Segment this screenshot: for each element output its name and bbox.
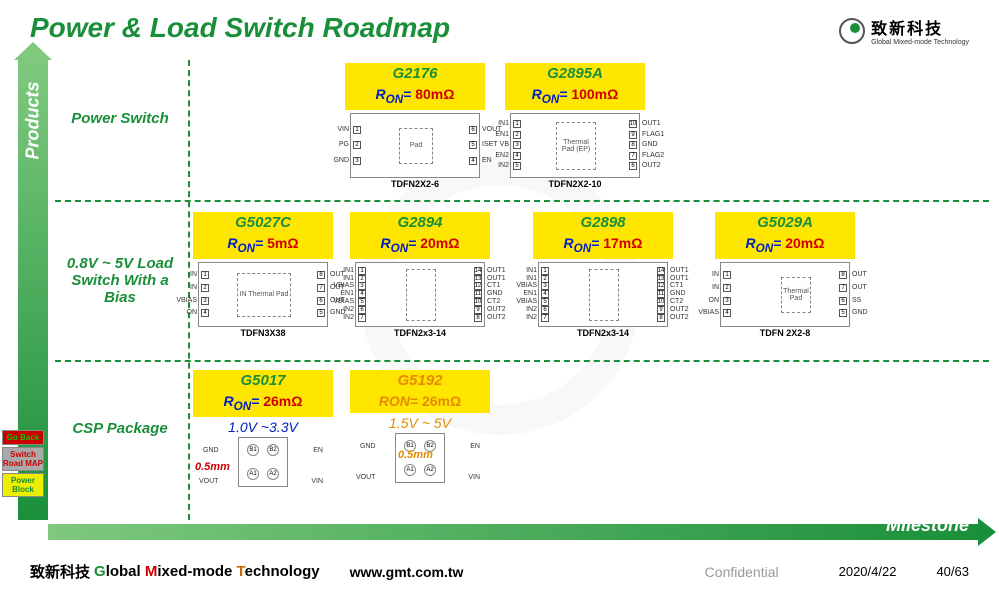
company-logo: 致新科技 Global Mixed-mode Technology [839, 15, 969, 46]
chip-package: TDFN 2X2-8 [715, 328, 855, 338]
footer-page: 40/63 [936, 564, 969, 579]
slide-title: Power & Load Switch Roadmap [30, 12, 450, 44]
footer-company: Global Mixed-mode Technology [94, 563, 320, 580]
chip-diagram: IN Thermal Pad 1IN2IN3VBIAS4ON8OUT7OUT6O… [198, 262, 328, 327]
grid-hline-2 [55, 360, 989, 362]
power-block-button[interactable]: Power Block [2, 473, 44, 497]
product-ron: RON= 100mΩ [505, 84, 645, 110]
product-g5017: G5017 RON= 26mΩ 1.0V ~3.3V B1 B2 A1 A2 G… [193, 370, 333, 489]
product-g2895a: G2895A RON= 100mΩ Thermal Pad (EP) 1IN12… [505, 63, 645, 189]
logo-en: Global Mixed-mode Technology [871, 39, 969, 46]
footer-confidential: Confidential [705, 564, 779, 580]
footer-date: 2020/4/22 [839, 564, 897, 579]
go-back-button[interactable]: Go Back [2, 430, 44, 445]
chip-diagram: Thermal Pad 1IN2IN3ON4VBIAS8OUT7OUT6SS5G… [720, 262, 850, 327]
chip-package: TDFN2X2-6 [345, 179, 485, 189]
product-name: G5029A [715, 212, 855, 233]
product-g2176: G2176 RON= 80mΩ Pad 1VIN2PG3GND6VOUT5ISE… [345, 63, 485, 189]
chip-diagram: Pad 1VIN2PG3GND6VOUT5ISET4EN [350, 113, 480, 178]
product-name: G2898 [533, 212, 673, 233]
grid-hline-1 [55, 200, 989, 202]
product-ron: RON= 5mΩ [193, 233, 333, 259]
roadmap-grid: Power Switch 0.8V ~ 5V Load Switch With … [55, 60, 989, 520]
row-label-csp: CSP Package [60, 420, 180, 437]
product-ron: RON= 20mΩ [350, 233, 490, 259]
product-g5192: G5192 RON= 26mΩ 1.5V ~ 5V B1 B2 A1 A2 GN… [350, 370, 490, 485]
product-ron: RON= 80mΩ [345, 84, 485, 110]
product-name: G5192 [350, 370, 490, 391]
product-g2898: G2898 RON= 17mΩ 1IN12IN13VBIAS4EN15VBIAS… [533, 212, 673, 338]
logo-mark [839, 18, 865, 44]
switch-roadmap-button[interactable]: Switch Road MAP [2, 447, 44, 471]
x-axis-arrow [48, 524, 978, 540]
chip-diagram: 1IN12IN13VBIAS4EN15VBIAS6IN27IN214OUT113… [355, 262, 485, 327]
product-name: G5017 [193, 370, 333, 391]
chip-diagram: Thermal Pad (EP) 1IN12EN13VB4EN25IN210OU… [510, 113, 640, 178]
product-name: G2895A [505, 63, 645, 84]
chip-diagram: 1IN12IN13VBIAS4EN15VBIAS6IN27IN214OUT113… [538, 262, 668, 327]
chip-package: TDFN3X38 [193, 328, 333, 338]
product-ron: RON= 20mΩ [715, 233, 855, 259]
row-label-load-switch: 0.8V ~ 5V Load Switch With a Bias [60, 255, 180, 306]
product-vrange: 1.0V ~3.3V [193, 419, 333, 435]
chip-package: TDFN2x3-14 [350, 328, 490, 338]
footer-url: www.gmt.com.tw [350, 564, 464, 580]
product-vrange: 1.5V ~ 5V [350, 415, 490, 431]
chip-package: TDFN2X2-10 [505, 179, 645, 189]
product-g5029a: G5029A RON= 20mΩ Thermal Pad 1IN2IN3ON4V… [715, 212, 855, 338]
side-nav-buttons: Go Back Switch Road MAP Power Block [2, 430, 44, 497]
logo-cn: 致新科技 [871, 15, 969, 39]
footer-cn: 致新科技 [30, 561, 90, 582]
product-ron: RON= 17mΩ [533, 233, 673, 259]
row-label-power-switch: Power Switch [60, 110, 180, 127]
product-g2894: G2894 RON= 20mΩ 1IN12IN13VBIAS4EN15VBIAS… [350, 212, 490, 338]
product-g5027c: G5027C RON= 5mΩ IN Thermal Pad 1IN2IN3VB… [193, 212, 333, 338]
product-ron: RON= 26mΩ [193, 391, 333, 417]
product-name: G5027C [193, 212, 333, 233]
product-ron: RON= 26mΩ [350, 391, 490, 413]
csp-chip: B1 B2 A1 A2 [238, 437, 288, 487]
y-axis-label: Products [23, 81, 44, 159]
slide-footer: 致新科技 Global Mixed-mode Technology www.gm… [30, 561, 969, 582]
chip-package: TDFN2x3-14 [533, 328, 673, 338]
product-name: G2894 [350, 212, 490, 233]
product-name: G2176 [345, 63, 485, 84]
